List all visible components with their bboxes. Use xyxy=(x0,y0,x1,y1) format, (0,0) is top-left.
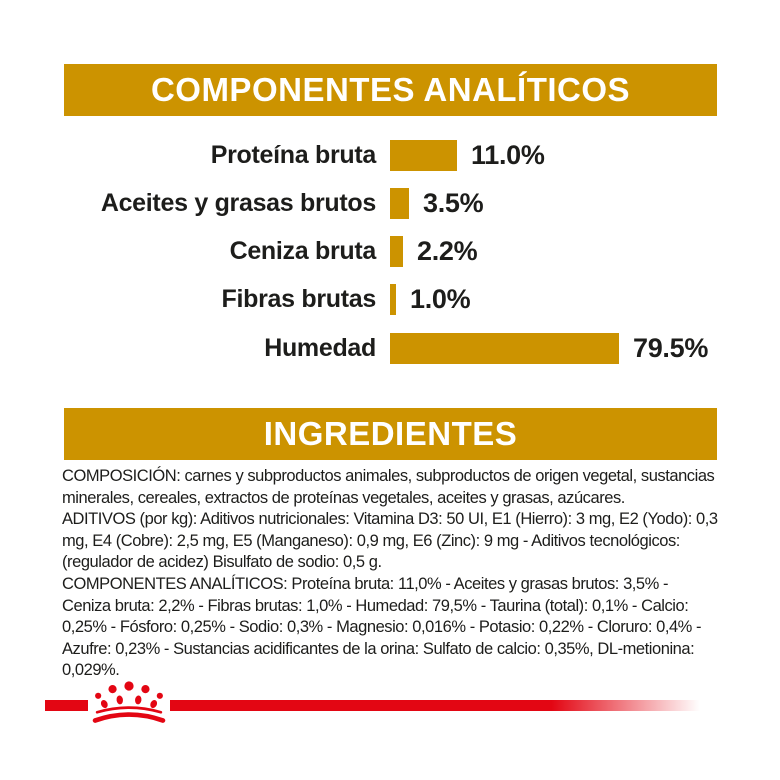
chart-category-label: Ceniza bruta xyxy=(229,237,377,265)
chart-value-label: 3.5% xyxy=(423,188,484,218)
ingredients-text-block: COMPOSICIÓN: carnes y subproductos anima… xyxy=(62,466,719,682)
chart-bar xyxy=(390,333,619,364)
chart-row: Humedad 79.5% xyxy=(0,333,780,364)
analytics-banner-title: COMPONENTES ANALÍTICOS xyxy=(150,71,631,108)
royal-canin-crown-icon xyxy=(92,681,166,723)
composition-paragraph: COMPOSICIÓN: carnes y subproductos anima… xyxy=(62,467,715,507)
chart-row: Aceites y grasas brutos 3.5% xyxy=(0,188,780,219)
chart-bar xyxy=(390,140,457,171)
ingredients-banner-title: INGREDIENTES xyxy=(263,415,518,452)
chart-row: Fibras brutas 1.0% xyxy=(0,284,780,315)
ingredients-banner: INGREDIENTES xyxy=(64,408,717,460)
chart-value-label: 79.5% xyxy=(633,333,709,363)
chart-category-label: Humedad xyxy=(264,334,376,362)
chart-category-label: Fibras brutas xyxy=(221,285,377,313)
chart-bar xyxy=(390,188,409,219)
chart-bar xyxy=(390,284,396,315)
chart-bar xyxy=(390,236,403,267)
chart-value-label: 2.2% xyxy=(417,236,478,266)
chart-category-label: Aceites y grasas brutos xyxy=(100,189,376,217)
chart-row: Proteína bruta 11.0% xyxy=(0,140,780,171)
analytical-paragraph: COMPONENTES ANALÍTICOS: Proteína bruta: … xyxy=(62,574,702,680)
chart-value-label: 1.0% xyxy=(410,284,471,314)
chart-value-label: 11.0% xyxy=(471,140,545,170)
footer-red-bar-right xyxy=(170,700,700,711)
chart-category-label: Proteína bruta xyxy=(210,141,377,169)
additives-paragraph: ADITIVOS (por kg): Aditivos nutricionale… xyxy=(62,510,718,572)
chart-row: Ceniza bruta 2.2% xyxy=(0,236,780,267)
analytics-banner: COMPONENTES ANALÍTICOS xyxy=(64,64,717,116)
footer-red-bar-left xyxy=(45,700,88,711)
